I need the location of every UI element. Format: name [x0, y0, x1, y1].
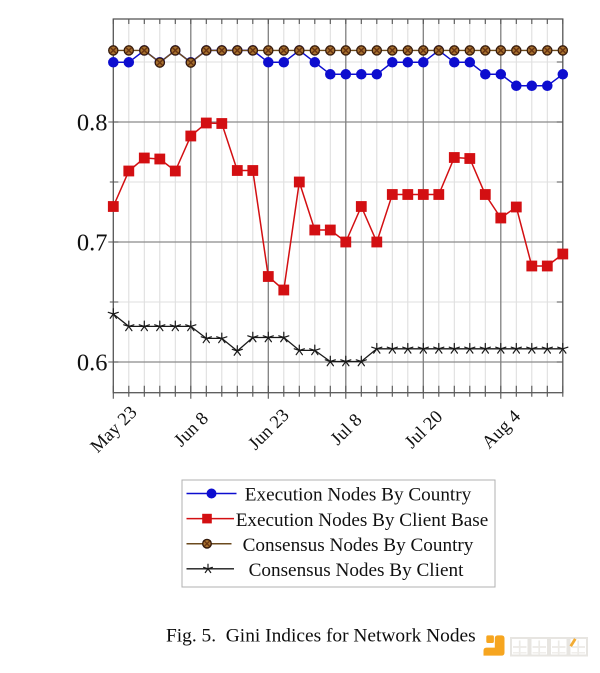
svg-text:0.8: 0.8	[77, 109, 108, 136]
svg-text:Fig. 5. Gini Indices for Netw: Fig. 5. Gini Indices for Network Nodes	[166, 626, 476, 647]
svg-text:0.6: 0.6	[77, 349, 108, 376]
svg-text:Consensus Nodes By Country: Consensus Nodes By Country	[243, 535, 474, 556]
svg-text:Execution Nodes By Country: Execution Nodes By Country	[245, 485, 472, 506]
svg-text:Execution Nodes By Client Base: Execution Nodes By Client Base	[236, 510, 489, 531]
svg-text:Consensus Nodes By Client: Consensus Nodes By Client	[249, 560, 464, 581]
svg-text:0.7: 0.7	[77, 229, 108, 256]
